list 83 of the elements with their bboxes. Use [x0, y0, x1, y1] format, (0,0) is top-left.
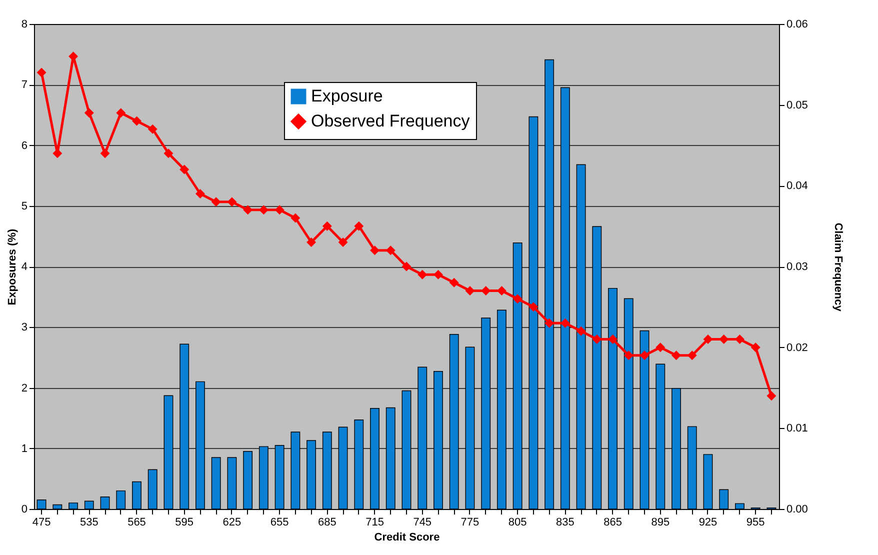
x-tick-label: 475	[32, 516, 51, 528]
point	[640, 350, 650, 360]
x-tick-label: 895	[651, 516, 670, 528]
x-tick-label: 805	[508, 516, 527, 528]
point	[433, 270, 443, 280]
point	[100, 148, 110, 158]
point	[624, 350, 634, 360]
point	[449, 278, 459, 288]
point	[132, 116, 142, 126]
point	[687, 350, 697, 360]
y2-tick-label: 0.05	[786, 99, 808, 112]
point	[227, 197, 237, 207]
point	[576, 326, 586, 336]
y2-tick-label: 0.06	[786, 18, 808, 30]
y-tick-label: 0	[21, 504, 28, 516]
point	[766, 391, 776, 401]
point	[592, 334, 602, 344]
point	[528, 302, 538, 312]
y-tick-label: 7	[21, 79, 28, 92]
point	[418, 270, 428, 280]
y-tick-label: 8	[21, 18, 28, 30]
point	[370, 246, 380, 256]
y2-axis-title: Claim Frequency	[832, 222, 844, 312]
y-tick-label: 6	[21, 140, 28, 152]
point	[322, 221, 332, 231]
point	[338, 238, 348, 247]
point	[544, 318, 554, 328]
point	[180, 164, 190, 174]
point	[512, 294, 522, 304]
point	[306, 238, 316, 247]
point	[84, 108, 94, 118]
x-tick-label: 655	[270, 516, 289, 528]
point	[274, 205, 284, 215]
x-tick-label: 925	[698, 516, 718, 528]
y-tick-label: 2	[21, 382, 28, 394]
x-tick-label: 775	[460, 516, 480, 528]
x-axis-title: Credit Score	[374, 532, 440, 544]
point	[672, 350, 681, 360]
point	[148, 124, 158, 134]
y2-tick-label: 0.02	[786, 342, 808, 354]
point	[496, 286, 506, 296]
point	[750, 342, 760, 352]
x-tick-label: 685	[318, 516, 336, 528]
x-tick-label: 865	[604, 516, 622, 528]
y-tick-label: 5	[21, 200, 28, 212]
point	[164, 148, 174, 158]
y2-tick-label: 0.03	[786, 261, 808, 273]
point	[734, 334, 744, 344]
point	[243, 205, 253, 215]
y2-tick-label: 0.01	[786, 422, 808, 435]
point	[116, 108, 126, 118]
x-tick-label: 745	[413, 516, 432, 528]
point	[560, 318, 570, 328]
y-tick-label: 3	[21, 322, 28, 334]
point	[36, 68, 46, 78]
point	[354, 221, 364, 231]
point	[386, 246, 396, 256]
x-tick-label: 535	[80, 516, 98, 528]
y2-tick-label: 0.00	[786, 504, 808, 516]
point	[258, 205, 268, 215]
legend-label: Exposure	[311, 86, 383, 106]
x-tick-label: 835	[556, 516, 574, 528]
y2-tick-label: 0.04	[786, 180, 808, 192]
x-tick-label: 625	[222, 516, 242, 528]
point	[719, 334, 729, 344]
point	[656, 342, 666, 352]
point	[481, 286, 491, 296]
x-tick-label: 955	[746, 516, 765, 528]
x-tick-label: 565	[128, 516, 146, 528]
point	[195, 189, 205, 198]
y-axis-title: Exposures (%)	[6, 228, 18, 306]
point	[608, 334, 618, 344]
x-tick-label: 715	[366, 516, 384, 528]
y-tick-label: 4	[21, 261, 28, 273]
point	[402, 262, 412, 272]
point	[703, 334, 713, 344]
point	[290, 213, 300, 223]
y-tick-label: 1	[21, 442, 28, 455]
point	[465, 286, 475, 296]
point	[52, 148, 62, 158]
legend-label: Observed Frequency	[311, 112, 470, 130]
x-tick-label: 595	[175, 516, 194, 528]
point	[211, 197, 221, 207]
